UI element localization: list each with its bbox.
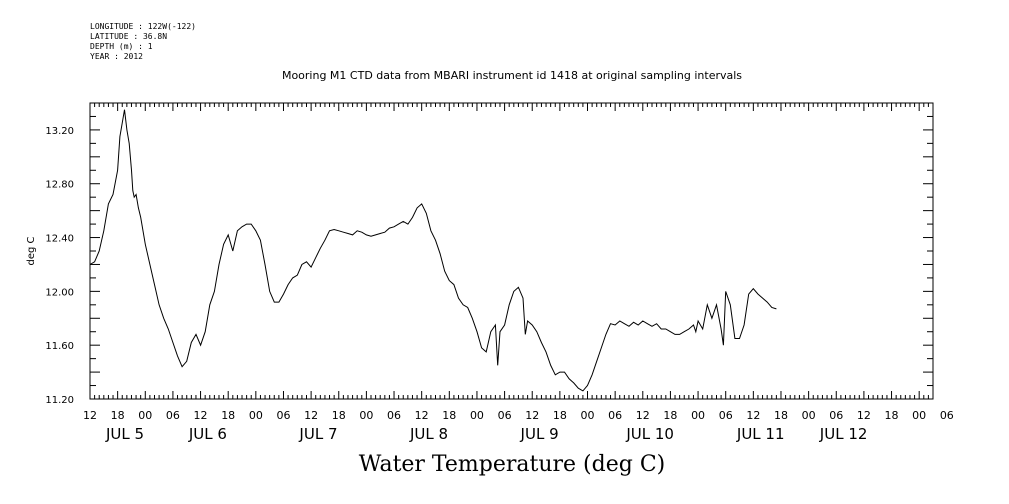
year-label: YEAR : 2012	[90, 52, 143, 61]
x-day-label: JUL 8	[409, 425, 448, 443]
y-tick-label: 12.40	[45, 234, 74, 245]
x-hour-label: 00	[359, 409, 373, 422]
x-axis: 12 18 00 06 12 18 00 06 12 18 00 06 12 18 00 06 12 18 00 06…	[83, 103, 954, 443]
x-hour-label: 18	[774, 409, 788, 422]
x-hour-label: 12	[636, 409, 650, 422]
plot-frame	[89, 102, 934, 400]
y-axis: 11.20 11.60 12.00 12.40 12.80 13.20	[45, 102, 933, 406]
chart-caption: Water Temperature (deg C)	[358, 452, 666, 477]
y-axis-label: deg C	[26, 236, 37, 265]
y-tick-label: 13.20	[45, 126, 74, 137]
x-hour-label: 06	[829, 409, 843, 422]
x-day-label: JUL 5	[105, 425, 144, 443]
x-hour-label: 18	[553, 409, 567, 422]
x-hour-label: 06	[166, 409, 180, 422]
x-hour-label: 12	[525, 409, 539, 422]
x-hour-label: 18	[111, 409, 125, 422]
x-hour-label: 06	[276, 409, 290, 422]
x-hour-label: 06	[498, 409, 512, 422]
x-hour-label: 00	[802, 409, 816, 422]
x-hour-label: 12	[746, 409, 760, 422]
x-day-label: JUL 10	[625, 425, 674, 443]
location-metadata: LONGITUDE : 122W(-122) LATITUDE : 36.8N …	[90, 22, 196, 62]
x-hour-label: 00	[249, 409, 263, 422]
x-day-label: JUL 9	[520, 425, 559, 443]
x-hour-label: 12	[83, 409, 97, 422]
y-tick-label: 12.80	[45, 180, 74, 191]
x-hour-label: 18	[442, 409, 456, 422]
x-hour-label: 00	[138, 409, 152, 422]
x-hour-label: 18	[221, 409, 235, 422]
x-hour-label: 06	[608, 409, 622, 422]
x-day-label: JUL 7	[298, 425, 337, 443]
x-hour-label: 18	[332, 409, 346, 422]
y-tick-label: 11.20	[45, 395, 74, 406]
chart-title: Mooring M1 CTD data from MBARI instrumen…	[281, 69, 743, 82]
longitude-label: LONGITUDE : 122W(-122)	[90, 22, 196, 31]
x-hour-label: 06	[940, 409, 954, 422]
x-hour-label: 00	[581, 409, 595, 422]
x-hour-label: 00	[470, 409, 484, 422]
x-hour-label: 00	[912, 409, 926, 422]
x-hour-label: 12	[194, 409, 208, 422]
x-day-label: JUL 12	[819, 425, 868, 443]
x-hour-label: 06	[719, 409, 733, 422]
y-tick-label: 12.00	[45, 287, 74, 298]
x-hour-label: 00	[691, 409, 705, 422]
depth-label: DEPTH (m) : 1	[90, 42, 153, 51]
x-hour-label: 12	[304, 409, 318, 422]
latitude-label: LATITUDE : 36.8N	[90, 32, 168, 41]
x-hour-label: 12	[857, 409, 871, 422]
x-hour-label: 12	[415, 409, 429, 422]
y-tick-label: 11.60	[45, 341, 74, 352]
x-day-label: JUL 11	[736, 425, 785, 443]
x-hour-label: 18	[885, 409, 899, 422]
x-hour-label: 06	[387, 409, 401, 422]
x-hour-label: 18	[663, 409, 677, 422]
x-day-label: JUL 6	[188, 425, 227, 443]
temperature-series-line	[89, 109, 777, 392]
